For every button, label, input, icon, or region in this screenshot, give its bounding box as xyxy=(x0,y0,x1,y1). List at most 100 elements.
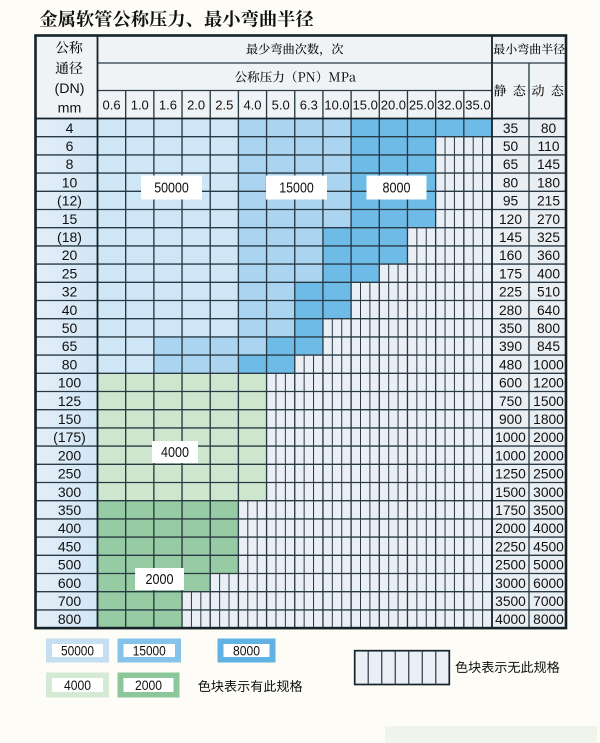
svg-text:325: 325 xyxy=(537,230,560,245)
svg-text:845: 845 xyxy=(537,339,560,354)
svg-text:480: 480 xyxy=(499,357,522,372)
svg-text:300: 300 xyxy=(58,484,82,500)
svg-text:3500: 3500 xyxy=(533,503,564,518)
svg-text:640: 640 xyxy=(537,303,560,318)
svg-text:32: 32 xyxy=(62,284,78,300)
svg-text:8000: 8000 xyxy=(533,612,564,627)
svg-text:65: 65 xyxy=(503,157,519,172)
svg-text:1250: 1250 xyxy=(495,467,526,482)
svg-text:80: 80 xyxy=(62,356,78,372)
svg-text:145: 145 xyxy=(499,230,522,245)
svg-text:2000: 2000 xyxy=(533,430,564,445)
svg-text:350: 350 xyxy=(499,321,522,336)
svg-text:4000: 4000 xyxy=(495,612,526,627)
svg-text:400: 400 xyxy=(537,266,560,281)
svg-text:2250: 2250 xyxy=(495,539,526,554)
svg-text:1500: 1500 xyxy=(495,485,526,500)
svg-text:120: 120 xyxy=(499,212,522,227)
svg-text:160: 160 xyxy=(499,248,522,263)
svg-text:20: 20 xyxy=(62,247,78,263)
svg-text:4000: 4000 xyxy=(161,445,189,461)
svg-text:5000: 5000 xyxy=(533,558,564,573)
svg-text:390: 390 xyxy=(499,339,522,354)
svg-text:50: 50 xyxy=(62,320,78,336)
svg-text:1000: 1000 xyxy=(495,448,526,463)
svg-text:50000: 50000 xyxy=(61,643,94,659)
svg-text:25.0: 25.0 xyxy=(409,97,434,112)
svg-text:(12): (12) xyxy=(57,193,82,209)
svg-text:400: 400 xyxy=(58,520,82,536)
svg-text:2500: 2500 xyxy=(495,558,526,573)
svg-text:32.0: 32.0 xyxy=(437,97,462,112)
svg-text:1000: 1000 xyxy=(533,357,564,372)
svg-text:215: 215 xyxy=(537,194,560,209)
svg-text:15000: 15000 xyxy=(133,643,166,659)
svg-text:4: 4 xyxy=(66,120,74,136)
svg-text:4000: 4000 xyxy=(533,521,564,536)
svg-text:2.0: 2.0 xyxy=(187,97,205,112)
svg-text:270: 270 xyxy=(537,212,560,227)
svg-text:6.3: 6.3 xyxy=(300,97,318,112)
svg-text:700: 700 xyxy=(58,593,82,609)
svg-text:2000: 2000 xyxy=(146,572,174,588)
svg-text:350: 350 xyxy=(58,502,82,518)
svg-text:80: 80 xyxy=(541,121,557,136)
svg-text:250: 250 xyxy=(58,466,82,482)
svg-text:125: 125 xyxy=(58,393,82,409)
svg-text:8000: 8000 xyxy=(233,643,260,659)
svg-text:1800: 1800 xyxy=(533,412,564,427)
svg-text:3000: 3000 xyxy=(533,485,564,500)
svg-text:15: 15 xyxy=(62,211,78,227)
svg-text:15000: 15000 xyxy=(279,181,314,197)
svg-text:800: 800 xyxy=(537,321,560,336)
svg-text:6000: 6000 xyxy=(533,576,564,591)
svg-text:3500: 3500 xyxy=(495,594,526,609)
svg-text:800: 800 xyxy=(58,611,82,627)
svg-text:50: 50 xyxy=(503,139,519,154)
svg-text:4500: 4500 xyxy=(533,539,564,554)
svg-text:35: 35 xyxy=(503,121,519,136)
svg-text:180: 180 xyxy=(537,175,560,190)
svg-text:2.5: 2.5 xyxy=(215,97,233,112)
svg-text:2500: 2500 xyxy=(533,467,564,482)
svg-text:50000: 50000 xyxy=(154,181,189,197)
svg-text:510: 510 xyxy=(537,285,560,300)
svg-text:(175): (175) xyxy=(53,429,86,445)
svg-text:500: 500 xyxy=(58,557,82,573)
svg-text:900: 900 xyxy=(499,412,522,427)
svg-text:1750: 1750 xyxy=(495,503,526,518)
svg-text:4.0: 4.0 xyxy=(243,97,261,112)
svg-text:8000: 8000 xyxy=(383,181,411,197)
svg-text:(18): (18) xyxy=(57,229,82,245)
svg-text:6: 6 xyxy=(66,138,74,154)
svg-text:225: 225 xyxy=(499,285,522,300)
svg-text:600: 600 xyxy=(499,376,522,391)
svg-text:1000: 1000 xyxy=(495,430,526,445)
svg-text:7000: 7000 xyxy=(533,594,564,609)
svg-text:450: 450 xyxy=(58,538,82,554)
svg-text:280: 280 xyxy=(499,303,522,318)
svg-text:1200: 1200 xyxy=(533,376,564,391)
svg-text:600: 600 xyxy=(58,575,82,591)
svg-text:0.6: 0.6 xyxy=(103,97,121,112)
svg-text:1.6: 1.6 xyxy=(159,97,177,112)
svg-text:mm: mm xyxy=(58,101,82,117)
svg-text:100: 100 xyxy=(58,375,82,391)
svg-text:1.0: 1.0 xyxy=(131,97,149,112)
svg-text:10.0: 10.0 xyxy=(324,97,349,112)
svg-text:25: 25 xyxy=(62,265,78,281)
svg-text:8: 8 xyxy=(66,156,74,172)
svg-text:750: 750 xyxy=(499,394,522,409)
svg-text:1500: 1500 xyxy=(533,394,564,409)
svg-text:80: 80 xyxy=(503,175,519,190)
svg-text:2000: 2000 xyxy=(533,448,564,463)
svg-text:5.0: 5.0 xyxy=(272,97,290,112)
svg-text:175: 175 xyxy=(499,266,522,281)
svg-text:20.0: 20.0 xyxy=(381,97,406,112)
svg-text:35.0: 35.0 xyxy=(465,97,490,112)
svg-text:65: 65 xyxy=(62,338,78,354)
svg-text:2000: 2000 xyxy=(495,521,526,536)
svg-text:15.0: 15.0 xyxy=(353,97,378,112)
svg-text:145: 145 xyxy=(537,157,560,172)
svg-text:360: 360 xyxy=(537,248,560,263)
